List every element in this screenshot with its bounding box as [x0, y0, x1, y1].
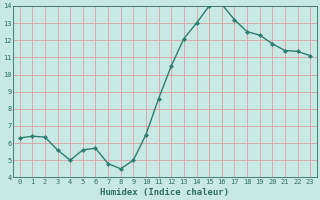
X-axis label: Humidex (Indice chaleur): Humidex (Indice chaleur): [100, 188, 229, 197]
